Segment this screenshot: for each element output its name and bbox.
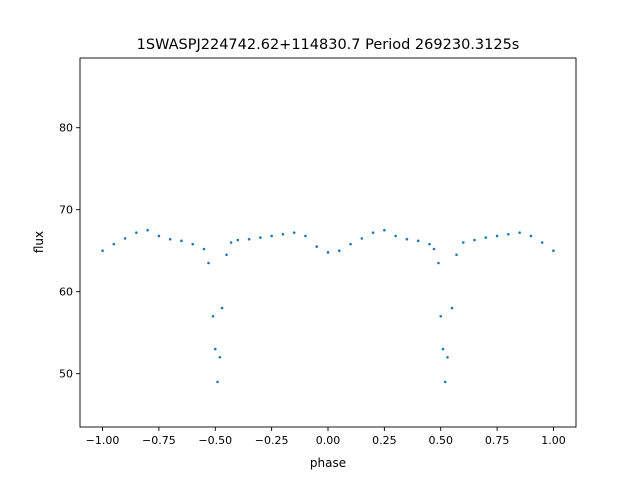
data-point (281, 233, 285, 236)
x-tick-label: 0.50 (428, 434, 453, 447)
data-point (439, 315, 443, 318)
data-point (337, 249, 341, 252)
data-point (529, 234, 533, 238)
data-point (202, 247, 206, 251)
data-point (484, 236, 488, 239)
y-axis-label: flux (32, 231, 46, 253)
y-axis: 50 60 70 80 (59, 122, 80, 381)
data-point (259, 236, 262, 239)
data-point (220, 306, 224, 310)
data-point (123, 237, 127, 240)
data-point (191, 242, 195, 246)
data-point (213, 347, 217, 351)
x-tick-label: 1.00 (541, 434, 566, 447)
data-point (216, 380, 219, 384)
y-tick-label: 70 (59, 204, 73, 217)
data-point (473, 238, 476, 242)
data-point (304, 234, 307, 238)
data-point (432, 247, 436, 251)
data-point (135, 231, 138, 234)
data-point (349, 242, 352, 246)
scatter-points (101, 228, 555, 384)
data-point (495, 234, 499, 238)
y-tick-label: 60 (59, 286, 73, 299)
data-point (441, 347, 445, 351)
data-point (211, 315, 215, 318)
x-tick-label: −0.25 (255, 434, 289, 447)
data-point (383, 228, 386, 232)
data-point (207, 261, 210, 265)
data-point (428, 242, 431, 246)
data-point (218, 356, 222, 359)
data-point (292, 231, 296, 234)
data-point (229, 241, 233, 244)
x-tick-label: −1.00 (86, 434, 120, 447)
data-point (270, 234, 273, 238)
data-point (157, 234, 161, 238)
data-point (437, 261, 440, 265)
data-point (446, 356, 449, 359)
data-point (315, 245, 319, 248)
x-tick-label: 0.25 (372, 434, 397, 447)
data-point (146, 228, 149, 232)
data-point (371, 231, 375, 234)
data-point (450, 306, 454, 310)
data-point (101, 249, 104, 252)
data-point (461, 241, 465, 244)
data-point (455, 253, 458, 257)
data-point (394, 234, 397, 238)
data-point (180, 239, 183, 243)
data-point (247, 237, 251, 241)
y-tick-label: 80 (59, 122, 73, 135)
x-axis: −1.00 −0.75 −0.50 −0.25 0.00 0.25 0.50 0.75 1.00 (86, 427, 566, 447)
data-point (225, 253, 228, 257)
data-point (518, 231, 521, 234)
data-point (552, 249, 555, 252)
data-point (112, 242, 116, 246)
data-point (507, 233, 510, 236)
chart-title: 1SWASPJ224742.62+114830.7 Period 269230.… (137, 37, 520, 53)
data-point (326, 251, 330, 254)
data-point (443, 380, 447, 384)
data-point (540, 241, 544, 244)
x-tick-label: 0.00 (316, 434, 341, 447)
plot-frame (79, 57, 577, 428)
x-tick-label: 0.75 (485, 434, 510, 447)
data-point (168, 237, 172, 241)
data-point (360, 237, 364, 240)
data-point (405, 237, 409, 241)
x-tick-label: −0.50 (198, 434, 232, 447)
x-tick-label: −0.75 (142, 434, 176, 447)
data-point (416, 239, 420, 243)
y-tick-label: 50 (59, 368, 73, 381)
x-axis-label: phase (310, 456, 346, 470)
data-point (236, 238, 240, 242)
